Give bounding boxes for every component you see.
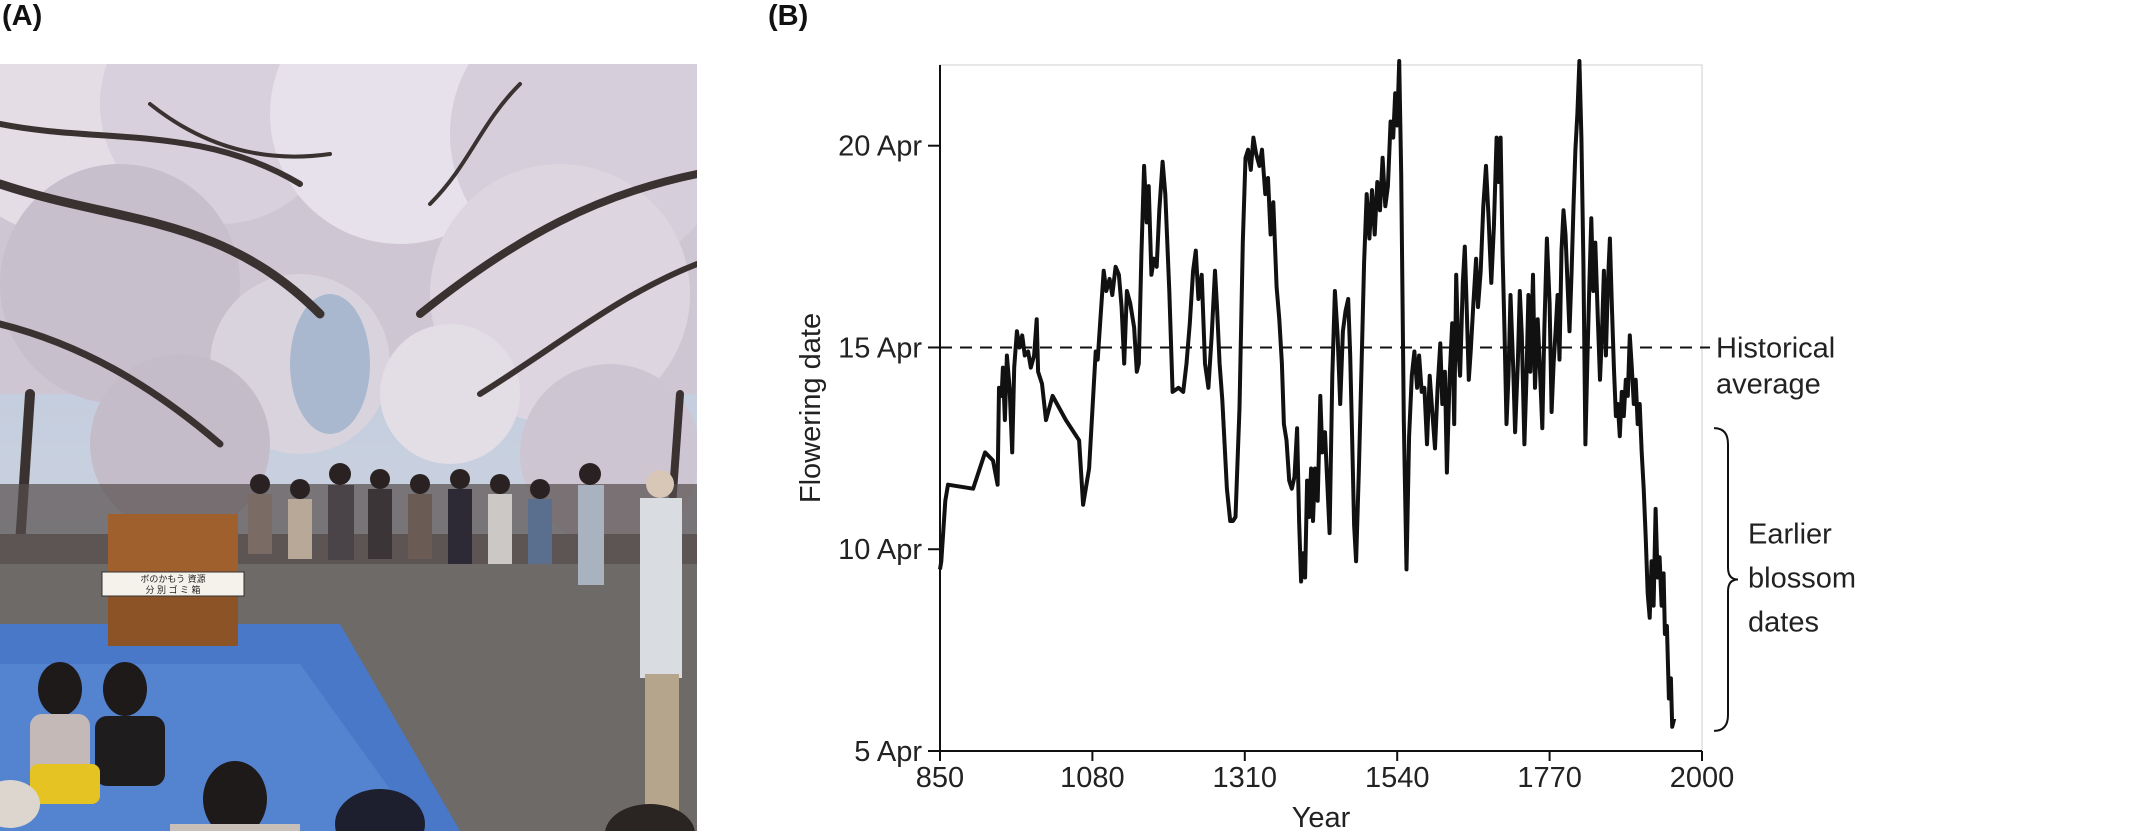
y-axis-label: Flowering date	[795, 313, 827, 503]
y-tick-label: 10 Apr	[838, 534, 922, 566]
x-tick-label: 850	[916, 762, 964, 794]
stall-banner-text-1: ボのかもう 資源	[140, 573, 205, 584]
flowering-date-series-line	[938, 59, 1677, 729]
bracket-label-line3: dates	[1748, 607, 1819, 639]
panel-a-label: (A)	[2, 0, 43, 32]
historical-average-label-line1: Historical	[1716, 332, 1835, 364]
flowering-date-chart: 5 Apr 10 Apr 15 Apr 20 Apr 850 1080 1310 1540 1…	[795, 59, 1856, 834]
y-tick-label: 5 Apr	[854, 736, 922, 768]
tree-branches	[0, 82, 697, 549]
seated-people	[0, 662, 695, 831]
y-axis-ticks: 5 Apr 10 Apr 15 Apr 20 Apr	[838, 131, 940, 768]
x-tick-label: 2000	[1670, 762, 1735, 794]
y-tick-label: 20 Apr	[838, 131, 922, 163]
x-tick-label: 1770	[1517, 762, 1582, 794]
bracket-label-line2: blossom	[1748, 563, 1856, 595]
cherry-blossom-photo: ボのかもう 資源 分 別 ゴ ミ 箱	[0, 64, 697, 831]
stall: ボのかもう 資源 分 別 ゴ ミ 箱	[101, 514, 245, 646]
x-axis-ticks: 850 1080 1310 1540 1770 2000	[916, 751, 1734, 794]
x-tick-label: 1080	[1060, 762, 1125, 794]
stall-banner-text-2: 分 別 ゴ ミ 箱	[145, 584, 200, 595]
x-tick-label: 1540	[1365, 762, 1430, 794]
historical-average-label-line2: average	[1716, 368, 1821, 400]
panel-b-label: (B)	[768, 0, 809, 32]
bracket-label-line1: Earlier	[1748, 519, 1832, 551]
x-axis-label: Year	[1292, 802, 1351, 834]
earlier-dates-bracket	[1713, 427, 1739, 732]
x-tick-label: 1310	[1213, 762, 1278, 794]
y-tick-label: 15 Apr	[838, 332, 922, 364]
